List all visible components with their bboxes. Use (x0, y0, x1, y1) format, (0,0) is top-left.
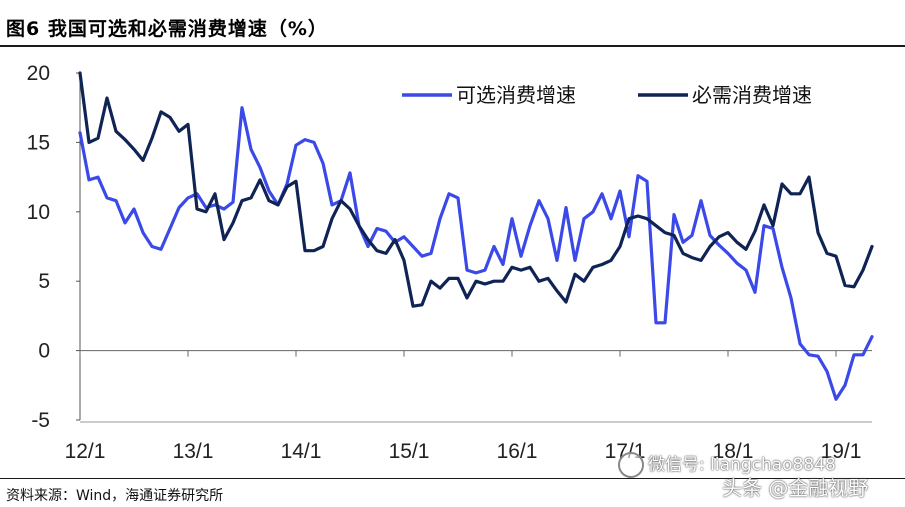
y-tick-label: 0 (38, 340, 50, 363)
legend-label-1: 可选消费增速 (456, 83, 576, 107)
bottom-rule (0, 478, 905, 479)
x-tick-label: 13/1 (173, 440, 214, 463)
legend: 可选消费增速 必需消费增速 (402, 83, 812, 107)
x-tick-label: 19/1 (821, 440, 862, 463)
watermark-wechat: 微信号: liangchao8848 (648, 455, 836, 475)
series-line-1 (78, 106, 874, 401)
y-tick-label: 5 (38, 270, 50, 293)
y-axis: -5 0 5 10 15 20 (27, 62, 81, 432)
wechat-logo-icon (618, 452, 644, 478)
source-note: 资料来源：Wind，海通证券研究所 (6, 488, 224, 504)
x-tick-label: 14/1 (281, 440, 322, 463)
x-tick-label: 12/1 (65, 440, 106, 463)
x-axis: 12/1 13/1 14/1 15/1 16/1 17/1 18/1 19/1 (65, 350, 872, 463)
watermark-toutiao: 头条 @金融视野 (722, 476, 869, 500)
y-tick-label: 10 (27, 201, 50, 224)
y-tick-label: 15 (27, 131, 50, 154)
y-tick-label: 20 (27, 62, 50, 85)
x-tick-label: 18/1 (713, 440, 754, 463)
y-tick-label: -5 (31, 409, 50, 432)
figure-title: 图6 我国可选和必需消费增速（%） (6, 18, 328, 40)
series-lines (78, 71, 874, 401)
top-rule (0, 45, 905, 47)
x-tick-label: 16/1 (497, 440, 538, 463)
series-line-2 (78, 71, 874, 308)
legend-label-2: 必需消费增速 (692, 83, 812, 107)
x-tick-label: 15/1 (389, 440, 430, 463)
